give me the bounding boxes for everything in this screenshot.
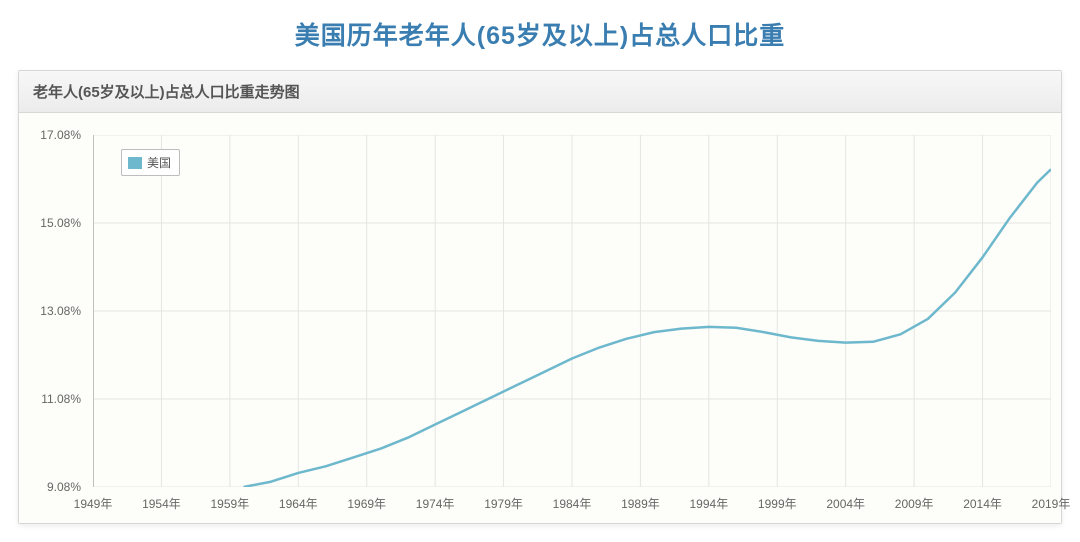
- y-tick-label: 9.08%: [47, 480, 81, 494]
- x-tick-label: 2019年: [1032, 495, 1071, 512]
- y-tick-label: 15.08%: [40, 216, 81, 230]
- x-tick-label: 2009年: [895, 495, 934, 512]
- x-tick-label: 1984年: [553, 495, 592, 512]
- x-tick-label: 1954年: [142, 495, 181, 512]
- legend-label: 美国: [147, 154, 171, 171]
- x-tick-label: 2014年: [963, 495, 1002, 512]
- x-tick-label: 1964年: [279, 495, 318, 512]
- plot-area: 美国: [93, 135, 1051, 487]
- legend-swatch: [128, 157, 142, 169]
- x-tick-label: 1949年: [74, 495, 113, 512]
- legend: 美国: [121, 149, 180, 176]
- plot-svg: [93, 135, 1051, 487]
- x-axis-labels: 1949年1954年1959年1964年1969年1974年1979年1984年…: [93, 495, 1051, 515]
- x-tick-label: 1999年: [758, 495, 797, 512]
- y-tick-label: 13.08%: [40, 304, 81, 318]
- y-tick-label: 11.08%: [41, 392, 81, 406]
- page-title: 美国历年老年人(65岁及以上)占总人口比重: [0, 0, 1080, 70]
- chart-header: 老年人(65岁及以上)占总人口比重走势图: [19, 71, 1061, 113]
- x-tick-label: 1994年: [689, 495, 728, 512]
- series-line: [244, 169, 1051, 487]
- x-tick-label: 1969年: [347, 495, 386, 512]
- x-tick-label: 1959年: [210, 495, 249, 512]
- x-tick-label: 1974年: [416, 495, 455, 512]
- x-tick-label: 2004年: [826, 495, 865, 512]
- chart-card: 老年人(65岁及以上)占总人口比重走势图 9.08% 11.08% 13.08% 15…: [18, 70, 1062, 524]
- y-tick-label: 17.08%: [40, 128, 81, 142]
- chart-body: 9.08% 11.08% 13.08% 15.08% 17.08% 美国 1949年 19…: [19, 113, 1061, 523]
- y-axis-labels: 9.08%11.08%13.08%15.08%17.08%: [19, 135, 87, 487]
- x-tick-label: 1979年: [484, 495, 523, 512]
- x-tick-label: 1989年: [621, 495, 660, 512]
